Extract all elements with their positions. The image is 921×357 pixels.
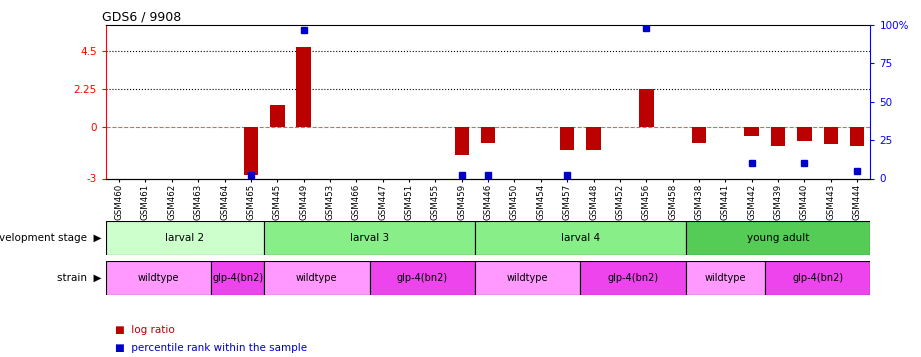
Text: larval 4: larval 4 [561, 233, 600, 243]
Text: larval 3: larval 3 [350, 233, 389, 243]
Text: strain  ▶: strain ▶ [57, 272, 101, 283]
Bar [587, 127, 600, 150]
Bar [264, 261, 369, 295]
Bar [765, 261, 870, 295]
Bar [455, 127, 469, 155]
Text: larval 2: larval 2 [166, 233, 204, 243]
Bar [560, 127, 575, 150]
Text: glp-4(bn2): glp-4(bn2) [792, 272, 844, 283]
Text: young adult: young adult [747, 233, 810, 243]
Bar [270, 105, 285, 127]
Text: ■  log ratio: ■ log ratio [115, 325, 175, 335]
Bar [481, 127, 495, 143]
Bar [264, 221, 475, 255]
Bar [106, 221, 264, 255]
Text: ■  percentile rank within the sample: ■ percentile rank within the sample [115, 343, 308, 353]
Text: wildtype: wildtype [507, 272, 548, 283]
Text: glp-4(bn2): glp-4(bn2) [212, 272, 263, 283]
Bar [639, 89, 654, 127]
Text: wildtype: wildtype [296, 272, 337, 283]
Bar [244, 127, 258, 175]
Bar [580, 261, 686, 295]
Bar [850, 127, 865, 146]
Bar [686, 221, 870, 255]
Bar [771, 127, 786, 146]
Bar [475, 221, 686, 255]
Text: wildtype: wildtype [705, 272, 746, 283]
Text: GDS6 / 9908: GDS6 / 9908 [102, 11, 181, 24]
Bar [475, 261, 580, 295]
Bar [369, 261, 475, 295]
Text: wildtype: wildtype [138, 272, 180, 283]
Bar [211, 261, 264, 295]
Text: glp-4(bn2): glp-4(bn2) [397, 272, 448, 283]
Bar [692, 127, 706, 143]
Bar [106, 261, 211, 295]
Bar [686, 261, 765, 295]
Bar [798, 127, 811, 141]
Text: glp-4(bn2): glp-4(bn2) [608, 272, 659, 283]
Bar [744, 127, 759, 136]
Text: development stage  ▶: development stage ▶ [0, 233, 101, 243]
Bar [823, 127, 838, 144]
Bar [297, 47, 311, 127]
